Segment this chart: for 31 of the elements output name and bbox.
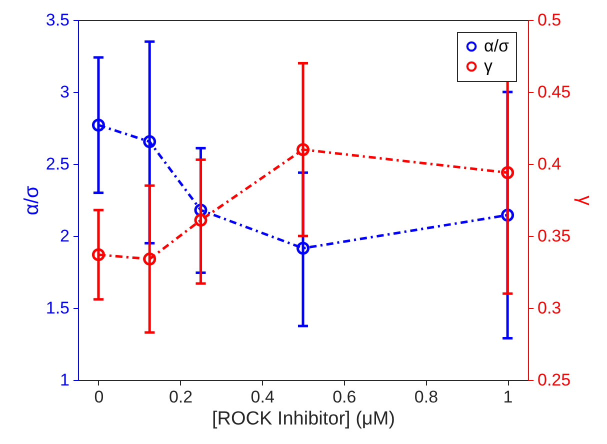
y-tick-label: 1: [60, 370, 70, 390]
y-axis-title: α/σ: [20, 185, 43, 216]
y2-tick-label: 0.5: [538, 10, 562, 30]
point: [501, 166, 514, 180]
point: [92, 248, 105, 262]
legend-label: γ: [484, 56, 493, 76]
x-tick-label: 0.6: [332, 388, 356, 406]
y-tick-label: 3.5: [46, 10, 70, 30]
x-tick-label: 1: [503, 388, 513, 406]
y-tick-label: 3: [60, 82, 70, 102]
x-tick-label: 0.4: [250, 388, 274, 406]
y2-tick-label: 0.45: [538, 82, 571, 102]
legend-label: α/σ: [484, 36, 510, 56]
y-tick-label: 1.5: [46, 298, 70, 318]
y2-tick-label: 0.35: [538, 226, 571, 246]
x-tick-label: 0.2: [168, 388, 193, 406]
y2-tick-label: 0.3: [538, 298, 562, 318]
point: [143, 252, 156, 266]
y2-tick-label: 0.4: [538, 154, 562, 174]
point: [194, 214, 208, 227]
x-tick-label: 0.8: [414, 388, 438, 406]
point: [296, 143, 310, 156]
y-tick-label: 2: [60, 226, 70, 246]
point: [92, 118, 105, 132]
point: [143, 135, 156, 148]
x-tick-label: 0: [94, 388, 104, 406]
point: [296, 242, 310, 255]
y2-tick-label: 0.25: [538, 370, 571, 390]
y-tick-label: 2.5: [46, 154, 70, 174]
x-axis-title: [ROCK Inhibitor] (μM): [212, 408, 396, 430]
y2-axis-title: γ: [574, 196, 596, 206]
